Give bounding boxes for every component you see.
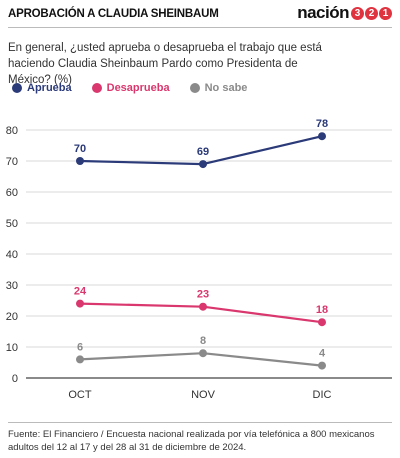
brand-digit: 2 xyxy=(365,6,378,20)
data-point xyxy=(318,132,326,141)
brand-digit: 3 xyxy=(351,6,364,20)
y-tick-label: 30 xyxy=(6,280,18,292)
legend-label: Desaprueba xyxy=(106,82,170,94)
legend-dot-desaprueba xyxy=(91,83,102,93)
legend-label: Aprueba xyxy=(27,82,72,94)
x-tick-label: OCT xyxy=(68,389,92,401)
y-tick-label: 0 xyxy=(12,373,18,385)
y-tick-label: 10 xyxy=(6,342,18,354)
data-point xyxy=(199,302,207,311)
y-tick-label: 80 xyxy=(6,125,18,137)
x-tick-label: NOV xyxy=(191,389,216,401)
brand-digits: 3 2 1 xyxy=(350,6,392,20)
data-point xyxy=(318,361,326,370)
data-label: 4 xyxy=(319,348,326,360)
data-point xyxy=(199,349,207,358)
data-label: 8 xyxy=(200,335,206,347)
y-tick-label: 70 xyxy=(6,156,18,168)
data-label: 24 xyxy=(74,286,87,298)
brand-word: nación xyxy=(297,3,349,22)
y-tick-label: 20 xyxy=(6,311,18,323)
y-tick-label: 40 xyxy=(6,249,18,261)
legend: Aprueba Desaprueba No sabe xyxy=(12,82,267,94)
data-label: 69 xyxy=(197,146,209,158)
legend-item-nosabe: No sabe xyxy=(189,82,248,94)
data-label: 70 xyxy=(74,143,86,155)
data-label: 78 xyxy=(316,118,328,130)
line-chart: 0 10 20 30 40 50 60 70 80 OCT NOV DIC 70 69 78 24 23 18 6 8… xyxy=(6,118,392,401)
brand-logo: nación 3 2 1 xyxy=(297,3,392,23)
data-label: 18 xyxy=(316,304,328,316)
source-note: Fuente: El Financiero / Encuesta naciona… xyxy=(8,429,375,453)
data-point xyxy=(76,157,84,165)
data-point xyxy=(199,160,207,169)
x-tick-label: DIC xyxy=(313,389,332,401)
top-divider xyxy=(8,27,392,28)
legend-dot-aprueba xyxy=(12,83,22,93)
data-point xyxy=(76,355,84,364)
header: APROBACIÓN A CLAUDIA SHEINBAUM nación 3 … xyxy=(0,0,400,28)
legend-label: No sabe xyxy=(204,82,248,94)
data-label: 23 xyxy=(197,289,209,301)
y-tick-label: 50 xyxy=(6,218,18,230)
legend-dot-nosabe xyxy=(189,83,200,93)
data-point xyxy=(76,299,84,308)
brand-digit: 1 xyxy=(379,6,392,20)
data-point xyxy=(318,318,326,327)
legend-item-desaprueba: Desaprueba xyxy=(91,82,170,94)
survey-question: En general, ¿usted aprueba o desaprueba … xyxy=(8,42,322,86)
data-label: 6 xyxy=(77,341,83,353)
footer-divider xyxy=(8,422,392,423)
legend-item-aprueba: Aprueba xyxy=(12,82,72,94)
y-tick-label: 60 xyxy=(6,187,18,199)
chart-title: APROBACIÓN A CLAUDIA SHEINBAUM xyxy=(8,8,219,20)
